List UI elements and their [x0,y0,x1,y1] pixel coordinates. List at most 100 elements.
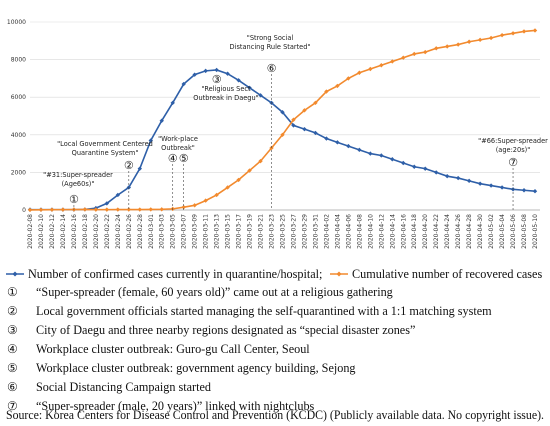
x-tick-label: 2020-03-11 [203,214,210,249]
x-tick-label: 2020-03-23 [269,214,276,249]
point [159,207,164,212]
point [225,71,230,76]
annotation: "Religious Sect [201,85,251,93]
point [280,132,285,137]
x-tick-label: 2020-03-05 [170,214,177,249]
point [137,207,142,212]
x-tick-label: 2020-02-18 [82,214,89,249]
x-tick-label: 2020-04-16 [400,214,407,249]
annotation: Distancing Rule Started" [230,43,311,51]
point [423,49,428,55]
point [313,130,318,136]
point [247,168,252,173]
note-text: Workplace cluster outbreak: Guro-gu Call… [36,342,310,356]
point [401,55,406,60]
y-tick-label: 0 [22,207,26,214]
x-tick-label: 2020-04-22 [433,214,440,249]
point [379,153,384,158]
x-tick-label: 2020-02-16 [71,214,78,249]
annotation: "#66:Super-spreader [478,137,548,145]
source: Source: Korea Centers for Disease Contro… [6,408,544,422]
point [346,76,351,81]
annotation: "Work-place [158,135,198,143]
point [115,192,121,198]
x-tick-label: 2020-02-08 [27,214,34,249]
x-tick-label: 2020-03-25 [280,214,287,249]
point [357,147,362,153]
point [82,207,88,212]
event-marker: ⑦ [508,156,518,169]
legend-label: Number of confirmed cases currently in q… [28,267,322,281]
x-tick-label: 2020-04-28 [466,214,473,249]
x-tick-label: 2020-02-28 [137,214,144,249]
x-tick-label: 2020-04-06 [345,214,352,249]
x-tick-label: 2020-03-17 [236,214,243,249]
x-tick-label: 2020-04-04 [334,214,341,249]
point [433,46,439,51]
point [148,138,153,143]
annotation: "Strong Social [247,34,294,42]
point [302,126,307,132]
legend-label: Cumulative number of recovered cases [352,267,542,281]
point [104,207,110,212]
point [225,185,230,190]
x-tick-label: 2020-05-08 [521,214,528,249]
point [280,110,285,115]
annotation: (age:20s)" [496,146,531,154]
point [477,181,483,186]
point [258,158,263,164]
point [532,189,538,194]
x-tick-label: 2020-03-19 [247,214,254,249]
x-tick-label: 2020-04-24 [444,214,451,249]
x-tick-label: 2020-03-27 [290,214,297,249]
x-tick-label: 2020-04-20 [422,214,429,249]
note-text: Social Distancing Campaign started [36,380,211,394]
y-tick-label: 10000 [7,19,26,26]
x-tick-label: 2020-02-10 [38,214,45,249]
x-tick-label: 2020-05-10 [532,214,539,249]
x-tick-label: 2020-04-10 [367,214,374,249]
y-tick-label: 2000 [11,169,26,176]
note-marker: ② [7,304,18,318]
x-tick-label: 2020-04-26 [455,214,462,249]
x-tick-label: 2020-02-14 [60,214,67,249]
point [181,204,186,210]
point [521,188,527,193]
point [390,157,395,162]
point [488,183,494,188]
point [412,51,417,57]
x-tick-label: 2020-03-07 [181,214,188,249]
point [126,207,132,212]
annotation: (Age60s)" [62,180,95,188]
x-tick-label: 2020-03-13 [214,214,221,249]
point [181,81,186,87]
note-text: “Super-spreader (female, 60 years old)” … [36,285,393,299]
point [214,67,219,73]
point [247,85,252,90]
annotation: Quarantine System" [72,149,139,157]
x-tick-label: 2020-03-03 [159,214,166,249]
point [203,68,208,74]
x-tick-label: 2020-03-21 [258,214,265,249]
x-tick-label: 2020-03-31 [312,214,319,249]
point [104,201,110,206]
point [335,140,340,145]
point [433,170,439,175]
y-tick-label: 8000 [11,57,26,64]
point [324,89,329,94]
point [379,63,384,68]
x-tick-label: 2020-03-29 [301,214,308,249]
point [258,93,263,98]
x-tick-label: 2020-02-26 [126,214,133,249]
x-tick-label: 2020-03-15 [225,214,232,249]
point [203,198,208,203]
x-tick-label: 2020-03-01 [148,214,155,249]
point [159,118,164,123]
event-marker: ④ [168,152,178,165]
x-tick-label: 2020-05-04 [499,214,506,249]
point [466,39,472,44]
note-text: “Super-spreader (male, 20 years)” linked… [36,399,315,413]
point [148,207,153,212]
x-tick-label: 2020-03-09 [192,214,199,249]
